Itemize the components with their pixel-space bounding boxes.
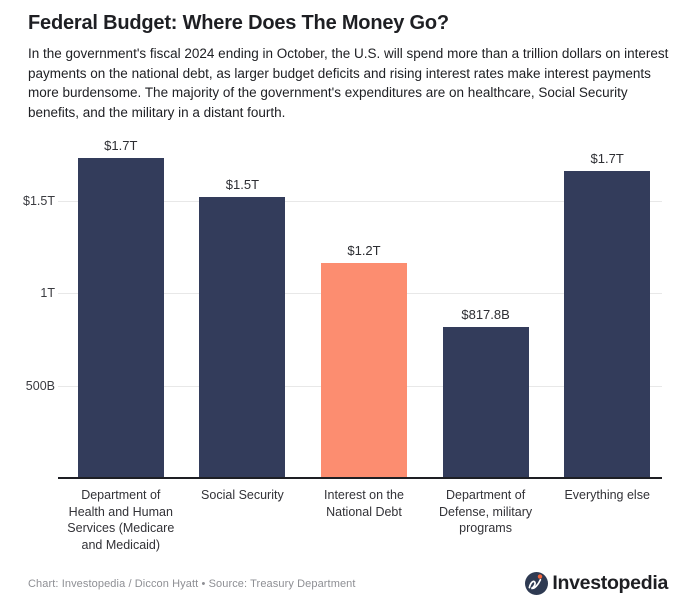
logo-swoosh [528, 578, 542, 589]
x-axis-line [58, 477, 662, 479]
page-description: In the government's fiscal 2024 ending i… [28, 46, 669, 120]
bar-value-label: $1.5T [225, 177, 260, 192]
x-axis-category-label: Interest on the National Debt [324, 488, 404, 519]
y-axis-tick-label: $1.5T [23, 193, 55, 208]
bar-slot: $1.2T [303, 135, 425, 478]
x-axis-category-label: Department of Health and Human Services … [67, 488, 175, 552]
bar-slot: $817.8B [425, 135, 547, 478]
bar-slot: $1.7T [60, 135, 182, 478]
gridline [58, 200, 662, 202]
bar-slot: $1.5T [182, 135, 304, 478]
x-axis-category-label: Social Security [201, 488, 284, 502]
y-axis-tick-label: 1T [40, 286, 55, 300]
bar [199, 197, 286, 478]
bar-chart: $1.5T 1T 500B $1.7T $1.5T $1.2T $817.8B $1.7T D… [0, 135, 696, 565]
logo-dot [538, 573, 543, 579]
y-axis-tick-label: 500B [25, 378, 55, 393]
page-title: Federal Budget: Where Does The Money Go? [28, 12, 449, 34]
footer-credit: Chart: Investopedia / Diccon Hyatt • Sou… [28, 578, 356, 590]
bar [320, 263, 407, 478]
bar-value-label: $1.2T [347, 243, 381, 258]
investopedia-logo: Investopedia [525, 569, 668, 597]
logo-circle [525, 571, 549, 595]
bar [442, 327, 529, 478]
bar-value-label: $817.8B [461, 307, 510, 322]
bar-slot: $1.7T [546, 135, 668, 478]
bar [77, 158, 164, 478]
bar-value-label: $1.7T [590, 151, 624, 166]
bar [564, 171, 651, 478]
x-axis-labels: Department of Health and Human Services … [60, 487, 668, 553]
x-axis-category-label: Department of Defense, military programs [439, 488, 533, 535]
logo-wordmark: Investopedia [552, 571, 668, 594]
investopedia-logo-icon [525, 571, 549, 595]
x-axis-category-label: Everything else [564, 488, 650, 502]
plot-bars: $1.7T $1.5T $1.2T $817.8B $1.7T [60, 135, 668, 478]
bar-value-label: $1.7T [104, 138, 138, 153]
